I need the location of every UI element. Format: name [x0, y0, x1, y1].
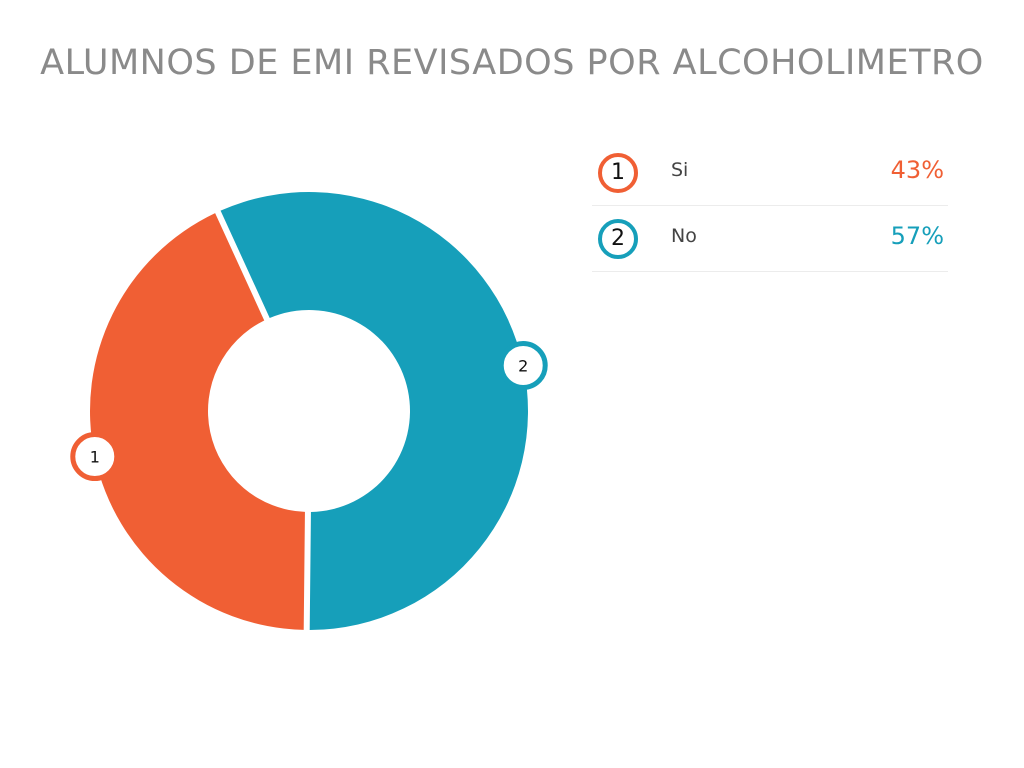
slice-marker-1: 1 — [70, 432, 120, 482]
chart-title: ALUMNOS DE EMI REVISADOS POR ALCOHOLIMET… — [40, 43, 984, 83]
legend-row-2[interactable]: 2 No 57% — [592, 205, 948, 272]
slice-marker-circle-2 — [498, 340, 548, 390]
legend-marker-1: 1 — [598, 153, 638, 193]
slice-marker-circle-1 — [70, 432, 120, 482]
legend-value-2: 57% — [890, 222, 944, 250]
slice-marker-2: 2 — [498, 340, 548, 390]
legend-marker-2: 2 — [598, 219, 638, 259]
slice-marker-label-1: 1 — [90, 448, 100, 467]
slice-si[interactable] — [90, 213, 305, 630]
legend-row-1[interactable]: 1 Si 43% — [592, 139, 948, 206]
slice-no[interactable] — [220, 191, 529, 630]
slice-marker-label-2: 2 — [518, 356, 528, 375]
legend-value-1: 43% — [890, 156, 944, 184]
legend-label-1: Si — [671, 159, 689, 181]
legend-label-2: No — [671, 225, 697, 247]
